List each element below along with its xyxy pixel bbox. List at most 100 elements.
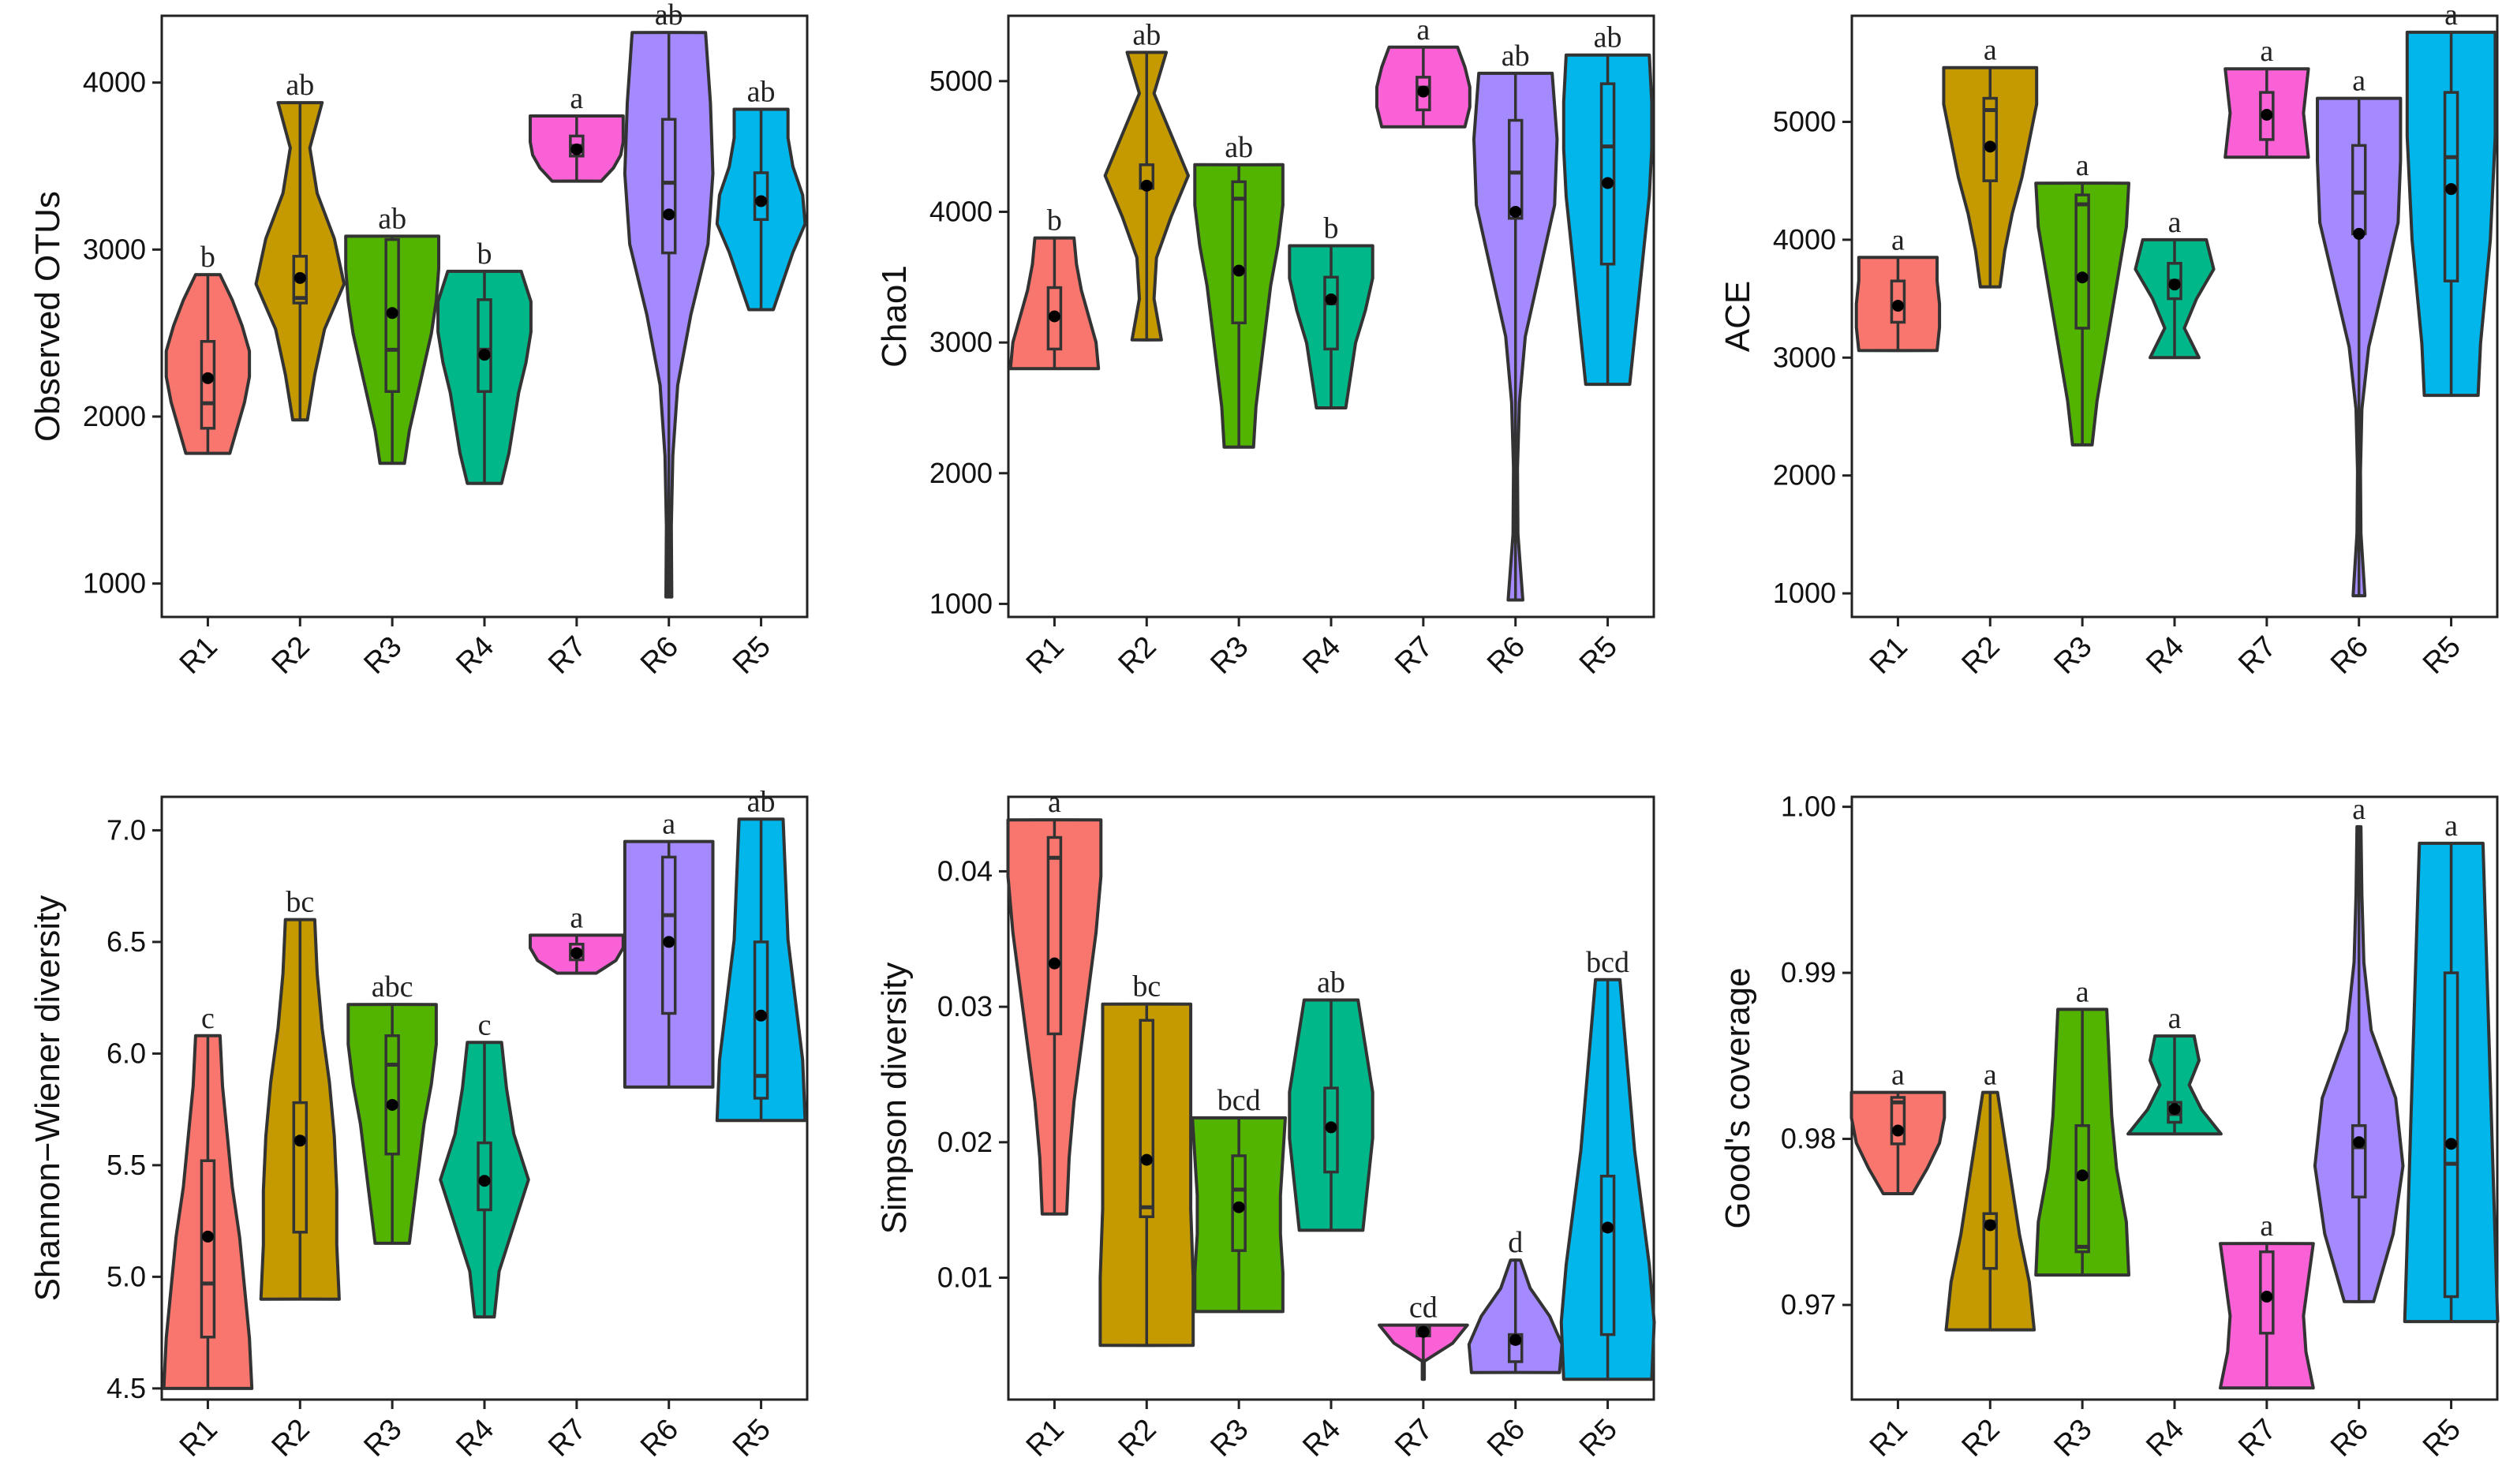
y-axis-label: Shannon−Wiener diversity (28, 895, 67, 1302)
x-tick-label: R2 (1113, 1413, 1163, 1463)
violin-group-R6: ab R6 (623, 0, 715, 681)
violin-group-R3: a R3 (2034, 975, 2130, 1463)
significance-label: bc (1132, 970, 1161, 1004)
x-tick-label: R5 (727, 630, 777, 681)
mean-point (663, 208, 675, 221)
box-iqr (292, 1101, 309, 1234)
x-tick-label: R3 (357, 1413, 408, 1463)
violin-group-R5: bcd R5 (1559, 946, 1656, 1463)
violin-body (623, 839, 715, 1089)
significance-label: d (1508, 1226, 1523, 1259)
x-tick-label: R7 (1389, 630, 1439, 681)
x-tick-label: R7 (542, 1413, 593, 1463)
x-tick-label: R2 (266, 630, 316, 681)
panel-3: 1000 2000 3000 4000 5000 ACE a R1 a R2 a R3 a R4 a R7 a R… (1719, 0, 2499, 681)
mean-point (570, 143, 583, 155)
violin-group-R1: a R1 (1854, 223, 1942, 681)
x-tick-label: R2 (266, 1413, 316, 1463)
panel-2: 10002000300040005000Chao1bR1abR2abR3bR4a… (875, 13, 1655, 681)
mean-point (1325, 1121, 1337, 1134)
x-tick-label: R3 (2048, 1413, 2098, 1463)
box-iqr (1323, 275, 1339, 351)
mean-point (1602, 177, 1614, 189)
mean-point (2445, 183, 2458, 196)
significance-label: ab (1225, 131, 1253, 164)
violin-group-R1: c R1 (162, 1002, 254, 1463)
significance-label: bcd (1586, 946, 1629, 979)
y-tick-label: 6.5 (107, 925, 146, 958)
significance-label: ab (747, 76, 776, 109)
significance-label: a (1984, 34, 1997, 67)
mean-point (663, 936, 675, 948)
x-tick-label: R1 (1864, 1413, 1914, 1463)
significance-label: ab (1132, 18, 1161, 51)
x-tick-label: R4 (2140, 1413, 2190, 1463)
significance-label: a (2168, 206, 2182, 239)
mean-point (2076, 271, 2089, 284)
violin-group-R7: a R7 (2223, 35, 2310, 681)
mean-point (2261, 1291, 2273, 1303)
y-tick-label: 5.0 (107, 1260, 146, 1292)
violin-group-R4: b R4 (1288, 212, 1374, 681)
box-iqr (753, 171, 769, 221)
violin-group-R4: b R4 (436, 237, 533, 681)
box-iqr (477, 1141, 492, 1212)
significance-label: a (570, 82, 583, 115)
violin-group-R2: a R2 (1944, 1059, 2036, 1463)
x-tick-label: R3 (357, 630, 408, 681)
x-tick-label: R5 (1573, 1413, 1624, 1463)
y-tick-label: 2000 (83, 400, 146, 432)
mean-point (1602, 1221, 1614, 1234)
box-iqr (2351, 1123, 2367, 1198)
mean-point (2261, 109, 2273, 121)
significance-label: abc (372, 970, 413, 1004)
box-iqr (477, 298, 492, 394)
box-iqr (292, 255, 309, 305)
mean-point (570, 947, 583, 959)
y-tick-label: 5000 (1773, 105, 1836, 137)
y-tick-label: 0.97 (1781, 1288, 1836, 1321)
significance-label: ab (747, 785, 776, 818)
significance-label: a (1416, 13, 1430, 47)
y-tick-label: 4000 (83, 66, 146, 99)
y-tick-label: 0.98 (1781, 1123, 1836, 1155)
significance-label: a (2444, 809, 2458, 843)
box-iqr (1231, 1154, 1247, 1252)
x-tick-label: R6 (634, 1413, 685, 1463)
significance-label: a (2260, 35, 2273, 68)
violin-group-R6: ab R6 (1472, 39, 1559, 681)
x-tick-label: R2 (1956, 1413, 2006, 1463)
violin-group-R1: b R1 (164, 241, 252, 681)
box-iqr (200, 1159, 216, 1339)
violin-group-R2: ab R2 (254, 69, 346, 681)
box-iqr (660, 118, 677, 255)
violin-group-R1: a R1 (1849, 1059, 1947, 1463)
significance-label: c (478, 1008, 492, 1041)
box-iqr (1599, 1174, 1616, 1336)
box-iqr (2074, 1123, 2090, 1254)
y-axis-label: Good's coverage (1719, 967, 1757, 1228)
violin-group-R2: a R2 (1942, 34, 2039, 681)
mean-point (1325, 293, 1337, 305)
violin-body (2403, 841, 2500, 1324)
y-axis-label: Chao1 (875, 265, 914, 368)
x-tick-label: R2 (1956, 630, 2006, 681)
significance-label: bcd (1217, 1084, 1261, 1117)
x-tick-label: R1 (1864, 630, 1914, 681)
significance-label: ab (378, 202, 406, 235)
significance-label: a (1891, 1059, 1905, 1092)
x-tick-label: R6 (2324, 630, 2375, 681)
box-iqr (1416, 76, 1431, 112)
x-tick-label: R7 (2232, 1413, 2283, 1463)
x-tick-label: R3 (1204, 630, 1255, 681)
significance-label: b (1324, 212, 1339, 245)
x-tick-label: R6 (1481, 1413, 1532, 1463)
mean-point (2353, 227, 2366, 240)
mean-point (1984, 140, 1996, 153)
significance-label: a (1891, 223, 1905, 256)
mean-point (755, 1009, 768, 1022)
box-iqr (1982, 1212, 1999, 1270)
violin-body (2405, 30, 2497, 398)
significance-label: ab (655, 0, 683, 32)
x-tick-label: R4 (1296, 1413, 1347, 1463)
